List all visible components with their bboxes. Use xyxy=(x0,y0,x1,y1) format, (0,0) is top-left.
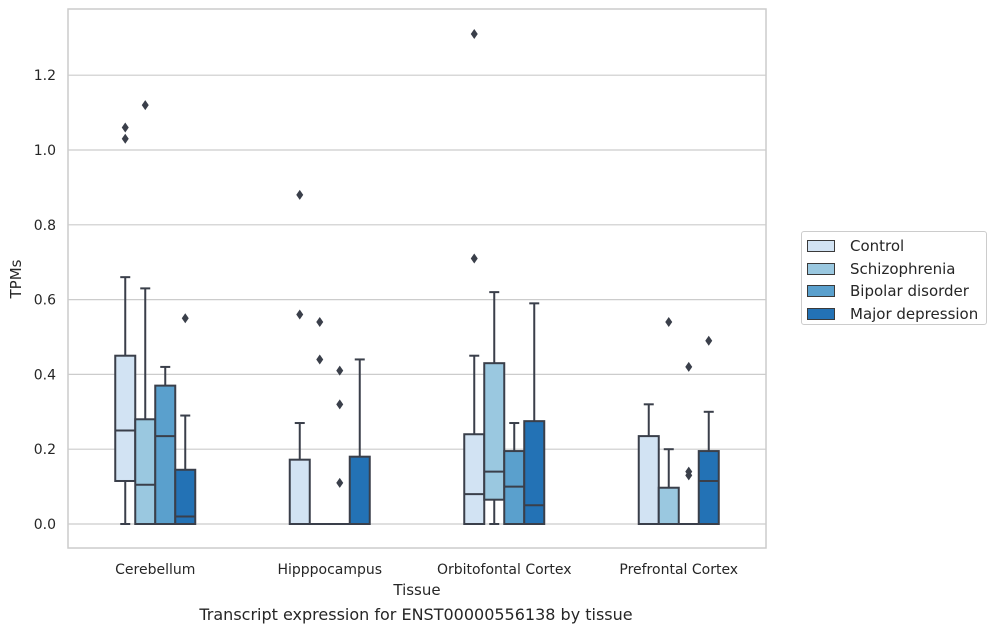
outlier-point xyxy=(181,313,189,324)
outlier-point xyxy=(141,100,149,111)
legend-swatch xyxy=(807,307,835,320)
legend-swatch xyxy=(807,285,835,297)
legend-swatch xyxy=(807,240,835,252)
box-iqr xyxy=(134,418,157,525)
box-bipolar-disorder xyxy=(328,365,351,526)
outlier-point xyxy=(316,317,324,328)
legend-item: Major depression xyxy=(807,304,978,324)
outlier-point xyxy=(470,29,478,40)
outlier-point xyxy=(665,317,673,328)
outlier-point xyxy=(336,365,344,376)
box-schizophrenia xyxy=(134,100,157,525)
outlier-point xyxy=(121,133,129,144)
box-iqr xyxy=(114,354,137,482)
box-iqr xyxy=(463,433,486,525)
legend-label: Schizophrenia xyxy=(850,259,956,278)
legend-label: Control xyxy=(850,237,905,255)
y-axis-title: TPMs xyxy=(7,259,25,299)
outlier-point xyxy=(316,354,324,365)
y-tick-label: 0.6 xyxy=(34,293,56,309)
x-axis-title: Tissue xyxy=(392,581,440,599)
y-tick-labels: 0.0 0.2 0.4 0.6 0.8 1.0 1.2 xyxy=(34,68,56,533)
outlier-point xyxy=(296,309,304,320)
legend-label: Bipolar disorder xyxy=(850,282,969,300)
outlier-point xyxy=(470,253,478,264)
box-control xyxy=(114,122,137,525)
box-bipolar-disorder xyxy=(677,361,700,526)
legend-label: Major depression xyxy=(850,304,979,323)
legend-item: Schizophrenia xyxy=(807,259,955,279)
x-tick-label: Orbitofontal Cortex xyxy=(437,562,572,578)
legend: Control Schizophrenia Bipolar disorder Majo… xyxy=(801,231,987,325)
x-tick-label: Hipppocampus xyxy=(277,562,382,578)
box-schizophrenia xyxy=(657,317,680,525)
outlier-point xyxy=(296,189,304,200)
outlier-point xyxy=(685,466,693,477)
legend-swatch xyxy=(807,262,835,275)
box-schizophrenia xyxy=(483,291,506,525)
chart-title: Transcript expression for ENST0000055613… xyxy=(199,605,633,624)
box-iqr xyxy=(697,450,720,526)
y-tick-label: 0.8 xyxy=(34,218,56,234)
box-major-depression xyxy=(697,335,720,526)
box-control xyxy=(637,403,660,525)
box-iqr xyxy=(637,435,660,525)
outlier-point xyxy=(336,477,344,488)
box-iqr xyxy=(483,362,506,501)
box-major-depression xyxy=(523,302,546,525)
outlier-point xyxy=(685,361,693,372)
box-iqr xyxy=(348,455,371,525)
x-tick-label: Cerebellum xyxy=(115,562,195,578)
box-control xyxy=(288,189,311,525)
x-tick-label: Prefrontal Cortex xyxy=(619,562,738,578)
y-tick-label: 1.2 xyxy=(34,68,56,84)
box-iqr xyxy=(174,468,197,525)
outlier-point xyxy=(336,399,344,410)
y-tick-label: 0.2 xyxy=(34,442,56,458)
legend-item: Control xyxy=(807,236,904,256)
legend-item: Bipolar disorder xyxy=(807,281,969,301)
boxes xyxy=(114,29,720,526)
plot-frame xyxy=(67,8,767,549)
box-major-depression xyxy=(348,358,371,525)
box-schizophrenia xyxy=(308,317,331,526)
box-bipolar-disorder xyxy=(154,365,177,525)
outlier-point xyxy=(705,335,713,346)
box-major-depression xyxy=(174,313,197,525)
box-iqr xyxy=(657,486,680,525)
y-tick-label: 0.0 xyxy=(34,517,56,533)
box-bipolar-disorder xyxy=(503,422,526,526)
y-tick-label: 1.0 xyxy=(34,143,56,159)
y-tick-label: 0.4 xyxy=(34,367,56,383)
box-iqr xyxy=(288,458,311,525)
x-tick-labels: Cerebellum Hipppocampus Orbitofontal Corte… xyxy=(115,562,738,578)
outlier-point xyxy=(121,122,129,133)
box-iqr xyxy=(523,420,546,525)
box-control xyxy=(463,29,486,525)
box-iqr xyxy=(154,384,177,525)
